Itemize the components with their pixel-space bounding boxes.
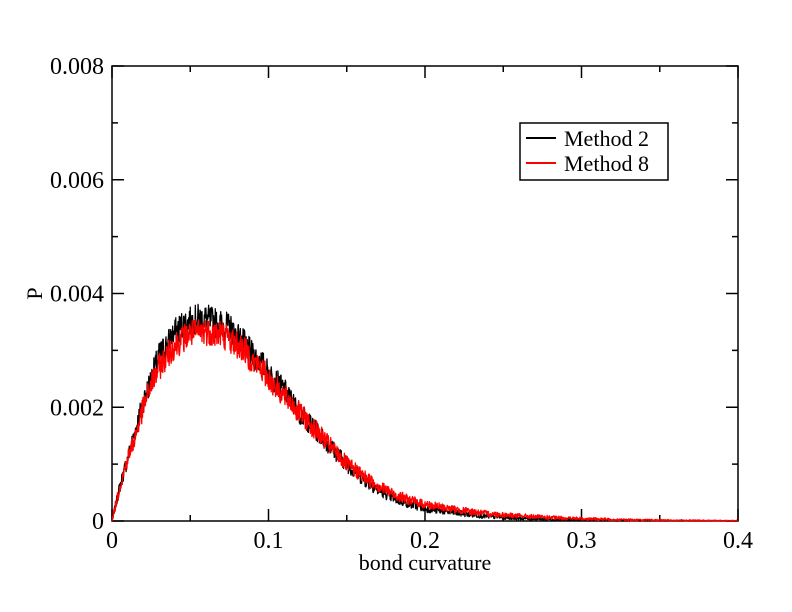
legend-label-method-8: Method 8 xyxy=(564,151,649,176)
y-axis-label: P xyxy=(22,287,47,299)
y-tick-label: 0 xyxy=(92,509,104,535)
x-tick-label: 0 xyxy=(106,528,118,554)
legend-label-method-2: Method 2 xyxy=(564,126,649,151)
x-tick-label: 0.1 xyxy=(254,528,284,554)
legend-box xyxy=(519,122,669,181)
legend: Method 2 Method 8 xyxy=(519,122,669,181)
x-tick-label: 0.4 xyxy=(723,528,753,554)
y-tick-label: 0.004 xyxy=(50,282,104,308)
series-line-method-8 xyxy=(111,318,739,522)
tick-labels: 0 0.1 0.2 0.3 0.4 0 0.002 0.004 0.006 0.008 xyxy=(50,54,753,554)
x-tick-label: 0.2 xyxy=(410,528,440,554)
y-tick-label: 0.002 xyxy=(50,395,104,421)
y-tick-label: 0.008 xyxy=(50,54,104,80)
x-tick-label: 0.3 xyxy=(567,528,597,554)
x-axis-label: bond curvature xyxy=(359,550,492,575)
y-tick-label: 0.006 xyxy=(50,168,104,194)
series-lines xyxy=(111,303,739,522)
